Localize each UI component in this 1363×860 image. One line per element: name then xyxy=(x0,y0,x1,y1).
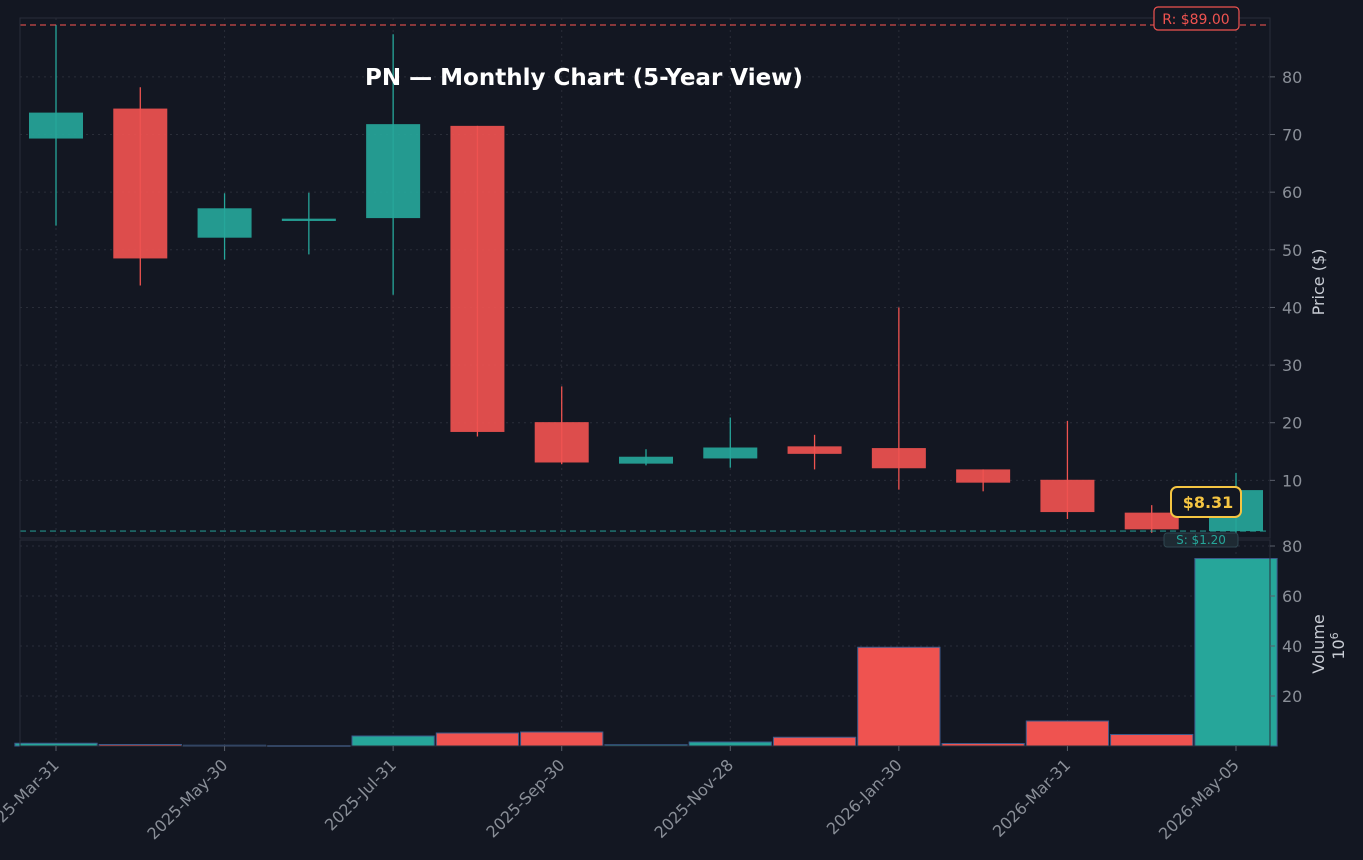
support-badge: S: $1.20 xyxy=(1163,532,1239,548)
volume-multiplier: 106 xyxy=(1328,632,1348,659)
volume-tick-label: 20 xyxy=(1282,687,1302,706)
x-tick-label: 2025-May-30 xyxy=(143,755,231,843)
x-tick-label: 2025-Mar-31 xyxy=(0,755,63,840)
volume-bars xyxy=(14,558,1278,747)
candle xyxy=(113,87,168,286)
volume-bar xyxy=(1110,734,1194,747)
candle-body xyxy=(787,446,842,454)
candle xyxy=(619,449,673,466)
x-tick-label: 2026-May-05 xyxy=(1155,755,1243,843)
price-tick-label: 80 xyxy=(1282,68,1302,87)
candle-body xyxy=(197,208,252,238)
volume-bar xyxy=(351,735,435,747)
candle xyxy=(787,434,842,470)
volume-bar xyxy=(435,732,520,747)
candle-body xyxy=(1040,479,1095,513)
axes: 10 20 30 40 50 60 70 80 20 40 60 80 2025-Mar-31 2025-… xyxy=(0,17,1302,843)
volume-bar xyxy=(688,741,772,747)
x-tick-label: 2025-Nov-28 xyxy=(651,755,738,842)
price-tick-label: 10 xyxy=(1282,471,1302,490)
candle xyxy=(871,307,926,490)
volume-axis-label: Volume xyxy=(1309,614,1328,674)
candle xyxy=(281,192,336,255)
candle-body xyxy=(450,125,505,432)
last-price-label: $8.31 xyxy=(1183,493,1234,512)
price-tick-label: 60 xyxy=(1282,183,1302,202)
x-tick-label: 2026-Mar-31 xyxy=(989,755,1074,840)
price-tick-label: 40 xyxy=(1282,298,1302,317)
candle-body xyxy=(366,124,421,219)
candle xyxy=(450,125,505,437)
volume-panel-frame xyxy=(19,539,1271,747)
volume-bar xyxy=(857,646,941,747)
candle xyxy=(534,386,589,465)
volume-tick-label: 80 xyxy=(1282,537,1302,556)
candle xyxy=(956,469,1011,492)
volume-bar xyxy=(520,731,604,747)
levels xyxy=(20,24,1270,532)
resistance-label: R: $89.00 xyxy=(1162,12,1229,28)
price-tick-label: 20 xyxy=(1282,414,1302,433)
x-tick-label: 2025-Sep-30 xyxy=(482,755,568,841)
candle xyxy=(1040,420,1095,519)
candle xyxy=(29,25,83,226)
candle-body xyxy=(871,448,926,469)
price-tick-label: 70 xyxy=(1282,126,1302,145)
candle-body xyxy=(534,422,589,463)
x-tick-label: 2025-Jul-31 xyxy=(321,755,400,834)
chart-title: PN — Monthly Chart (5-Year View) xyxy=(365,65,803,91)
volume-bar xyxy=(1025,720,1110,747)
candle-body xyxy=(1124,512,1179,530)
volume-tick-label: 40 xyxy=(1282,637,1302,656)
volume-multiplier-base: 10 xyxy=(1329,639,1348,659)
price-panel-frame xyxy=(19,17,1271,539)
price-axis-label: Price ($) xyxy=(1309,249,1328,316)
candle xyxy=(197,193,252,260)
price-tick-label: 50 xyxy=(1282,241,1302,260)
resistance-badge: R: $89.00 xyxy=(1153,6,1240,31)
candle-body xyxy=(619,456,673,464)
candles xyxy=(29,25,1263,533)
candle-body xyxy=(956,469,1011,483)
candle-body xyxy=(703,447,758,459)
candle xyxy=(703,417,758,468)
candle-body xyxy=(113,108,168,259)
price-tick-label: 30 xyxy=(1282,356,1302,375)
volume-bar xyxy=(772,736,857,747)
volume-tick-label: 60 xyxy=(1282,587,1302,606)
candle xyxy=(366,34,421,295)
volume-multiplier-exponent: 6 xyxy=(1328,632,1341,639)
volume-bar xyxy=(1194,558,1278,747)
x-tick-label: 2026-Jan-30 xyxy=(823,755,906,838)
candle xyxy=(1124,505,1179,533)
volume-grid xyxy=(20,540,1270,746)
candle-body xyxy=(281,218,336,221)
support-label: S: $1.20 xyxy=(1176,533,1226,547)
candle-body xyxy=(29,112,83,139)
last-price-badge: $8.31 xyxy=(1170,486,1242,518)
